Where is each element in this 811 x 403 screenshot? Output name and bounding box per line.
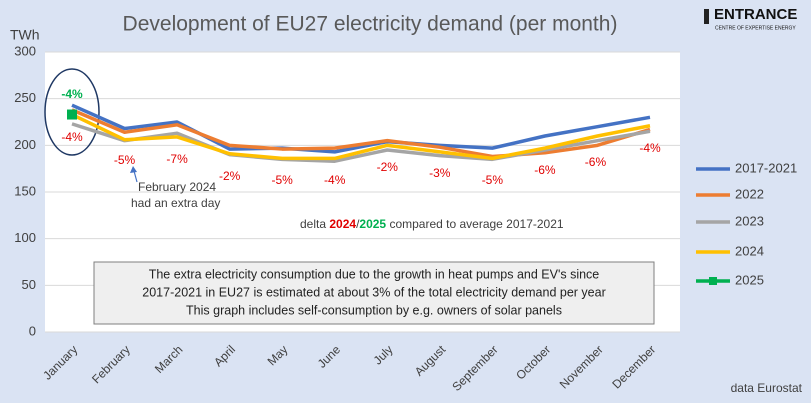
delta-label: -4% [61, 130, 83, 144]
legend-label: 2022 [735, 186, 764, 201]
legend-label: 2024 [735, 243, 764, 258]
annotation: February 2024 [138, 180, 216, 194]
y-axis-label: TWh [10, 27, 40, 43]
logo: ENTRANCE [714, 6, 797, 23]
source: data Eurostat [731, 381, 803, 395]
x-tick-label: August [412, 342, 449, 379]
delta-label: -7% [166, 152, 188, 166]
info-text: 2017-2021 in EU27 is estimated at about … [142, 285, 605, 299]
series-line [71, 122, 651, 163]
info-text: The extra electricity consumption due to… [149, 267, 600, 281]
x-tick-label: December [609, 342, 658, 391]
marker [67, 109, 77, 120]
delta-note: delta 2024/2025 compared to average 2017… [300, 217, 564, 231]
delta-label: -4% [61, 87, 83, 101]
x-tick-label: April [211, 342, 238, 369]
delta-label: -5% [114, 153, 136, 167]
x-tick-label: November [557, 342, 606, 391]
y-tick-label: 150 [14, 183, 36, 198]
info-text: This graph includes self-consumption by … [186, 303, 562, 317]
delta-label: -6% [585, 155, 607, 169]
legend-marker [709, 277, 717, 285]
info-box [93, 261, 655, 325]
x-tick-label: July [371, 342, 396, 367]
x-tick-label: June [315, 342, 344, 371]
logo-icon [704, 9, 709, 24]
x-tick-label: February [89, 342, 133, 386]
delta-label: -4% [639, 141, 661, 155]
arrow [133, 170, 138, 183]
annotation: had an extra day [131, 196, 220, 210]
y-tick-label: 200 [14, 137, 36, 152]
x-tick-label: March [152, 342, 185, 375]
delta-label: -5% [272, 173, 294, 187]
arrow-head [130, 166, 137, 173]
delta-label: -2% [377, 160, 399, 174]
y-tick-label: 50 [22, 277, 36, 292]
x-tick-label: January [40, 342, 80, 382]
x-tick-label: October [513, 342, 553, 382]
delta-label: -3% [429, 166, 451, 180]
series-line [71, 112, 651, 161]
series-line [71, 103, 651, 154]
legend-label: 2017-2021 [735, 160, 797, 175]
delta-label: -2% [219, 169, 241, 183]
y-tick-label: 300 [14, 43, 36, 58]
x-tick-label: May [265, 342, 291, 368]
x-tick-label: September [449, 342, 500, 393]
series-line [71, 108, 651, 159]
legend-label: 2023 [735, 213, 764, 228]
delta-label: -6% [534, 163, 556, 177]
legend-label: 2025 [735, 272, 764, 287]
y-tick-label: 250 [14, 90, 36, 105]
y-tick-label: 100 [14, 230, 36, 245]
highlight-ellipse [44, 68, 100, 156]
chart-title: Development of EU27 electricity demand (… [123, 13, 618, 36]
delta-label: -5% [482, 173, 504, 187]
y-tick-label: 0 [29, 323, 36, 338]
delta-label: -4% [324, 173, 346, 187]
logo-sub: CENTRE OF EXPERTISE ENERGY [715, 25, 796, 31]
